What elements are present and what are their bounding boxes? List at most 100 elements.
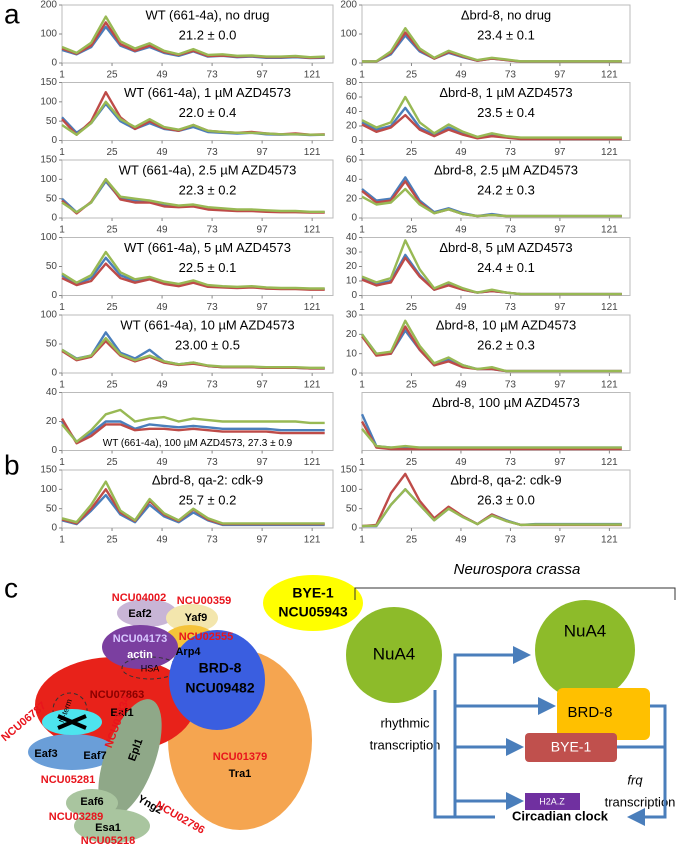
x-tick-label: 73 <box>207 225 219 236</box>
y-tick-label: 100 <box>40 174 57 185</box>
chart-subtitle: 24.4 ± 0.1 <box>477 260 535 275</box>
x-tick-label: 49 <box>455 225 467 236</box>
series-line <box>360 420 622 451</box>
x-tick-label: 25 <box>106 535 118 546</box>
eaf2-shape <box>117 599 177 627</box>
series-line <box>361 113 622 141</box>
series-line <box>360 413 622 449</box>
chart-subtitle: 23.4 ± 0.1 <box>477 27 535 42</box>
y-tick-label: 200 <box>40 0 57 11</box>
y-tick-label: 50 <box>346 503 358 514</box>
x-tick-label: 73 <box>207 302 219 313</box>
x-tick-label: 49 <box>156 225 168 236</box>
x-tick-label: 121 <box>601 380 618 391</box>
y-tick-label: 60 <box>346 92 358 103</box>
x-tick-label: 25 <box>406 147 418 158</box>
subunit-id: NCU02555 <box>179 631 233 643</box>
chart-subtitle: 24.2 ± 0.3 <box>477 182 535 197</box>
y-tick-label: 0 <box>51 213 57 224</box>
x-tick-label: 25 <box>406 70 418 81</box>
y-tick-label: 100 <box>40 484 57 495</box>
chart-subtitle: 22.3 ± 0.2 <box>179 182 237 197</box>
x-tick-label: 121 <box>601 457 618 468</box>
y-tick-label: 0 <box>351 135 357 146</box>
x-tick-label: 121 <box>601 535 618 546</box>
x-tick-label: 49 <box>455 70 467 81</box>
subunit-id: NCU05943 <box>278 604 347 620</box>
process-label: transcription <box>370 737 441 752</box>
y-tick-label: 150 <box>340 465 357 476</box>
x-tick-label: 25 <box>106 225 118 236</box>
complex-label: NuA4 <box>564 621 607 640</box>
panel-label: a <box>4 0 20 29</box>
x-tick-label: 1 <box>59 225 65 236</box>
chart-subtitle: 21.2 ± 0.0 <box>179 27 237 42</box>
x-tick-label: 1 <box>59 457 65 468</box>
series-line <box>361 319 622 373</box>
complex-diagram: NCU04002 Eaf2 NCU00359 Yaf9 NCU04173 act… <box>0 575 363 845</box>
x-tick-label: 121 <box>304 457 321 468</box>
subunit-name: Eaf7 <box>83 750 106 762</box>
x-tick-label: 97 <box>257 457 269 468</box>
x-tick-label: 25 <box>106 147 118 158</box>
subunit-id: NCU00359 <box>177 595 231 607</box>
x-tick-label: 97 <box>554 457 566 468</box>
x-tick-label: 1 <box>359 70 365 81</box>
y-tick-label: 100 <box>40 96 57 107</box>
y-tick-label: 80 <box>346 77 358 88</box>
x-tick-label: 1 <box>359 225 365 236</box>
x-tick-label: 25 <box>406 302 418 313</box>
subunit-id: NCU04002 <box>112 592 166 604</box>
y-tick-label: 0 <box>351 213 357 224</box>
x-tick-label: 1 <box>359 147 365 158</box>
y-tick-label: 50 <box>46 339 58 350</box>
x-tick-label: 97 <box>257 535 269 546</box>
subunit-id: NCU07863 <box>90 689 144 701</box>
chart-title: WT (661-4a), 10 µM AZD4573 <box>120 317 294 332</box>
bracket <box>354 587 676 600</box>
organism-label: Neurospora crassa <box>454 561 581 578</box>
subunit-id: NCU01379 <box>213 751 267 763</box>
y-tick-label: 10 <box>346 276 358 287</box>
x-tick-label: 121 <box>304 225 321 236</box>
x-tick-label: 1 <box>359 302 365 313</box>
y-tick-label: 30 <box>346 310 358 321</box>
x-tick-label: 25 <box>106 457 118 468</box>
series-line <box>61 15 325 59</box>
series-line <box>361 428 622 449</box>
x-tick-label: 121 <box>601 70 618 81</box>
x-tick-label: 121 <box>601 302 618 313</box>
x-tick-label: 121 <box>601 147 618 158</box>
model-diagram: Neurospora crassa NuA4 NuA4 BRD-8 BYE-1 … <box>346 561 676 826</box>
chart-subtitle: 23.5 ± 0.4 <box>477 105 535 120</box>
chart-title: Δbrd-8, 1 µM AZD4573 <box>439 85 572 100</box>
y-tick-label: 0 <box>351 58 357 69</box>
x-tick-label: 25 <box>106 302 118 313</box>
x-tick-label: 97 <box>257 225 269 236</box>
arrow <box>440 646 531 819</box>
plot-frame <box>361 469 631 529</box>
x-tick-label: 25 <box>106 70 118 81</box>
box-label: BRD-8 <box>567 704 612 721</box>
x-tick-label: 1 <box>359 457 365 468</box>
epl1-shape <box>98 699 162 817</box>
y-tick-label: 150 <box>40 77 57 88</box>
x-tick-label: 73 <box>505 70 517 81</box>
x-tick-label: 121 <box>304 535 321 546</box>
series-line <box>61 420 325 443</box>
x-tick-label: 97 <box>257 147 269 158</box>
chart-title: Δbrd-8, 2.5 µM AZD4573 <box>434 162 578 177</box>
x-tick-label: 1 <box>59 380 65 391</box>
series-line <box>361 187 622 218</box>
subunit-name: Tra1 <box>229 768 252 780</box>
plot-frame <box>61 469 334 529</box>
subunit-name: BYE-1 <box>292 585 333 601</box>
chart-title: Δbrd-8, qa-2: cdk-9 <box>152 472 263 487</box>
series-line <box>361 95 622 139</box>
series-line <box>61 480 325 525</box>
x-tick-label: 49 <box>455 380 467 391</box>
x-tick-label: 49 <box>156 147 168 158</box>
box-label: BYE-1 <box>551 739 592 755</box>
domain-label: HSA <box>141 663 160 673</box>
